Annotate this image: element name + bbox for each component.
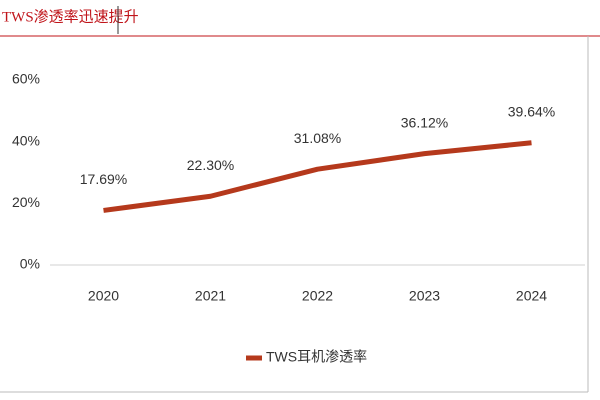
data-label: 39.64% [508,103,555,119]
x-tick-label: 2024 [516,288,547,304]
data-label: 22.30% [187,157,234,173]
data-line [103,140,532,213]
legend-label: TWS耳机渗透率 [266,349,367,365]
chart-title: TWS渗透率迅速提升 [2,8,139,25]
x-tick-label: 2023 [409,288,440,304]
x-tick-label: 2022 [302,288,333,304]
data-label: 17.69% [80,171,127,187]
y-tick-label: 60% [12,71,40,87]
x-tick-label: 2020 [88,288,119,304]
x-tick-label: 2021 [195,288,226,304]
y-tick-label: 20% [12,194,40,210]
data-label: 31.08% [294,130,341,146]
data-label: 36.12% [401,114,448,130]
y-tick-label: 40% [12,132,40,148]
y-tick-label: 0% [20,256,40,272]
